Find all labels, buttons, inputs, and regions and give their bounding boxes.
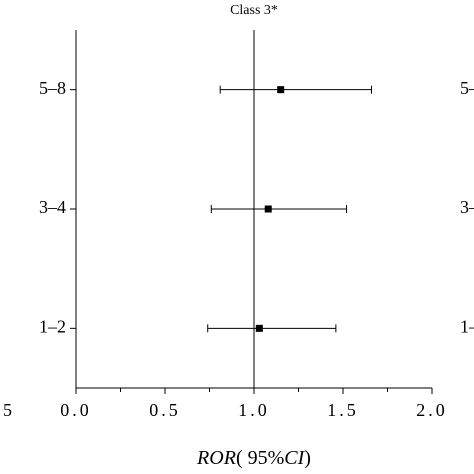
y-tick-label: 5–8 [39, 78, 66, 98]
point-estimate [264, 205, 272, 213]
x-axis-label-part: ) [304, 447, 311, 469]
x-axis-label-part: CI [284, 447, 305, 469]
cropped-label: 3– [460, 197, 474, 217]
y-tick-label: 1–2 [39, 316, 66, 336]
x-tick-label: 1.0 [238, 400, 270, 420]
x-axis-label-part: ( 95% [236, 447, 284, 469]
x-tick-label: 0.0 [60, 400, 92, 420]
x-axis-label-part: ROR [196, 447, 236, 469]
x-axis-label: ROR( 95%CI) [196, 447, 311, 469]
x-tick-label: 2.0 [416, 400, 448, 420]
cropped-label: 5– [460, 78, 474, 98]
point-estimate [255, 324, 263, 332]
y-tick-label: 3–4 [39, 197, 66, 217]
cropped-label: 1– [460, 316, 474, 336]
point-estimate [277, 86, 285, 94]
x-tick-label: 0.5 [149, 400, 181, 420]
chart-title: Class 3* [230, 3, 278, 18]
x-tick-label: 1.5 [327, 400, 359, 420]
cropped-label: 5 [3, 400, 12, 420]
